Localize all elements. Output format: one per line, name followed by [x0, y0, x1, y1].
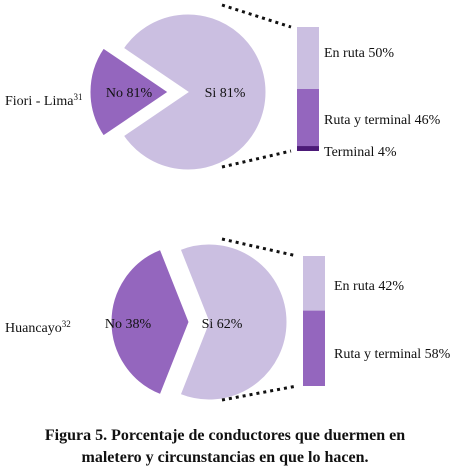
group-label: Fiori - Lima31	[5, 92, 82, 109]
pie-slice-si	[179, 243, 288, 401]
pie-slice-no	[110, 248, 190, 396]
bar-segment	[303, 310, 325, 386]
bar-segment	[297, 146, 319, 151]
bar-segment-label: En ruta 42%	[334, 279, 404, 294]
group-label: Huancayo32	[5, 319, 71, 336]
bar-segment	[297, 27, 319, 89]
pie-slice-no	[89, 47, 169, 137]
bar-segment	[303, 256, 325, 311]
bar-segment	[297, 89, 319, 147]
chart-fiori-lima: Fiori - Lima31 Si 81% No 81% En ruta 50% Rut…	[5, 3, 441, 171]
pie-label-no: No 38%	[105, 317, 152, 332]
connector-bottom	[221, 384, 298, 402]
pie-label-no: No 81%	[106, 86, 153, 101]
pie-label-si: Si 62%	[202, 317, 243, 332]
bar-segment-label: Ruta y terminal 58%	[334, 347, 450, 362]
connector-top	[221, 3, 292, 29]
connector-bottom	[221, 149, 292, 169]
bar-segment-label: En ruta 50%	[324, 46, 394, 61]
caption-line-1: Figura 5. Porcentaje de conductores que …	[44, 427, 406, 444]
pie-slice-si	[122, 13, 267, 171]
figure-caption: Figura 5. Porcentaje de conductores que …	[0, 425, 450, 469]
bar-segment-label: Ruta y terminal 46%	[324, 113, 441, 128]
connector-top	[221, 237, 298, 258]
chart-huancayo: Huancayo32 Si 62% No 38% En ruta 42% Ruta y …	[5, 237, 450, 402]
caption-line-2: maletero y circunstancias en que lo hace…	[81, 449, 369, 466]
bar-segment-label: Terminal 4%	[324, 145, 397, 160]
pie-label-si: Si 81%	[205, 86, 246, 101]
